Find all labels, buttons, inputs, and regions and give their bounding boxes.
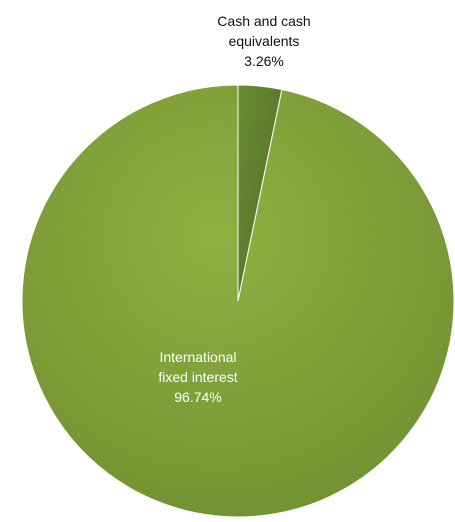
slice-label-line: equivalents	[229, 33, 300, 49]
slice-percent-label: 96.74%	[174, 389, 221, 405]
slice-percent-label: 3.26%	[244, 53, 284, 69]
pie-data-labels: Cash and cash equivalents 3.26% Internation…	[158, 13, 310, 405]
pie-slices	[21, 84, 455, 518]
pie-slice	[21, 84, 455, 518]
slice-label-line: Cash and cash	[217, 13, 310, 29]
slice-label-line: fixed interest	[158, 369, 237, 385]
slice-label-line: International	[159, 349, 236, 365]
